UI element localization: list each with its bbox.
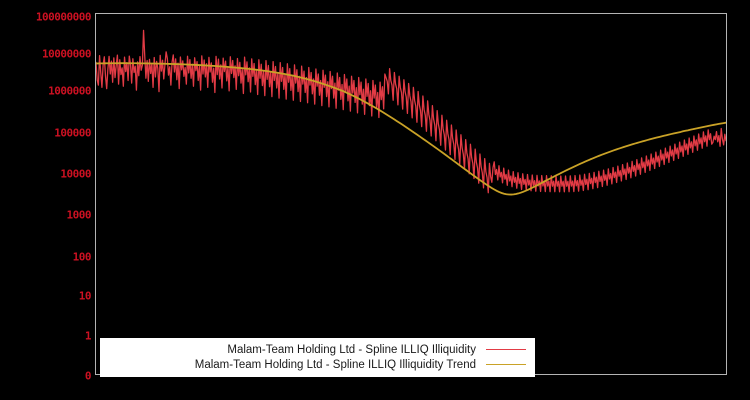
plot-area [95, 13, 727, 375]
legend-entry-illiquidity: Malam-Team Holding Ltd - Spline ILLIQ Il… [107, 342, 528, 357]
legend: Malam-Team Holding Ltd - Spline ILLIQ Il… [100, 338, 535, 377]
y-tick-label: 1000 [66, 208, 92, 222]
y-tick-label: 100000 [54, 126, 91, 140]
series-line-trend [96, 62, 726, 196]
legend-swatch-trend [486, 364, 526, 365]
y-tick-label: 1 [84, 329, 92, 343]
series-canvas [96, 29, 726, 196]
y-tick-label: 0 [84, 369, 92, 383]
series-line-illiquidity [96, 29, 726, 194]
legend-label: Malam-Team Holding Ltd - Spline ILLIQ Il… [194, 358, 476, 371]
y-axis: 100000000 10000000 1000000 100000 10000 … [0, 0, 92, 400]
legend-swatch-illiquidity [486, 349, 526, 350]
legend-entry-trend: Malam-Team Holding Ltd - Spline ILLIQ Il… [107, 357, 528, 372]
y-tick-label: 10000 [60, 167, 91, 181]
legend-label: Malam-Team Holding Ltd - Spline ILLIQ Il… [227, 343, 476, 356]
y-tick-label: 1000000 [48, 84, 91, 98]
y-tick-label: 100000000 [35, 10, 92, 24]
y-tick-label: 10 [78, 289, 92, 303]
y-tick-label: 10000000 [42, 47, 91, 61]
y-tick-label: 100 [72, 250, 92, 264]
